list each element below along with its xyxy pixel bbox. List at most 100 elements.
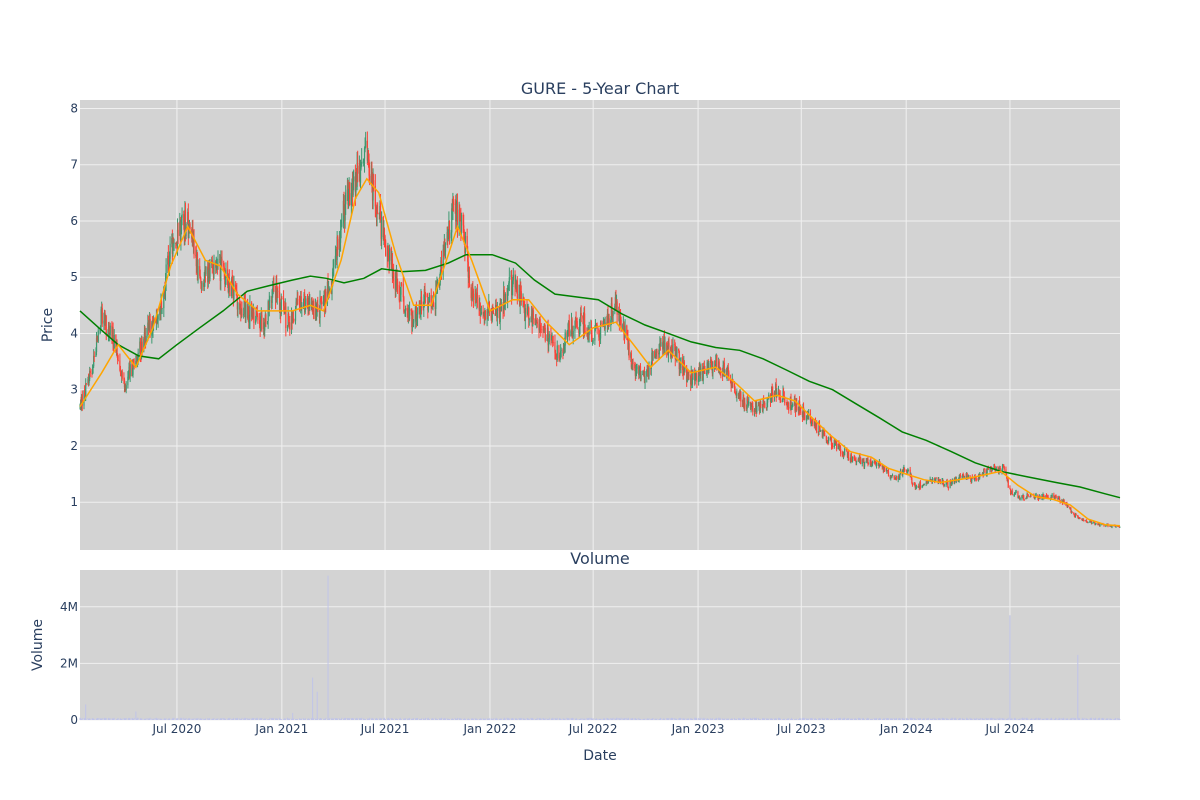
candle-body: [116, 345, 118, 355]
candle-body: [512, 274, 514, 281]
candle-body: [289, 322, 291, 330]
candle-body: [993, 465, 996, 468]
candle-body: [548, 334, 550, 342]
candle-body: [895, 476, 898, 480]
candle-body: [1054, 495, 1057, 497]
candle-body: [631, 364, 633, 368]
candle-body: [966, 473, 968, 477]
candle-body: [759, 403, 761, 413]
candle-body: [911, 482, 914, 485]
candle-body: [350, 193, 353, 206]
candle-body: [1059, 499, 1061, 502]
candle-body: [439, 282, 441, 283]
candle-body: [542, 329, 544, 331]
candle-body: [727, 367, 729, 373]
candle-body: [207, 263, 209, 283]
candle-body: [619, 315, 622, 320]
price-axis: 1 2 3 4 5 6 7 8: [70, 101, 78, 509]
candle-body: [1055, 496, 1057, 498]
candle-body: [1094, 524, 1097, 525]
candle-body: [985, 469, 987, 474]
candle-body: [81, 394, 83, 406]
candle-body: [161, 308, 163, 309]
candle-body: [347, 194, 350, 205]
candle-body: [612, 310, 614, 316]
candle-body: [1010, 493, 1012, 495]
candle-body: [249, 303, 251, 322]
candle-body: [261, 314, 263, 329]
candle-body: [824, 433, 826, 436]
candle-body: [564, 345, 566, 349]
candle-body: [614, 306, 616, 311]
candle-body: [1015, 491, 1017, 493]
candle-body: [575, 317, 577, 321]
candle-body: [237, 303, 239, 310]
candle-body: [752, 406, 754, 413]
candle-body: [404, 310, 406, 312]
candle-body: [160, 301, 163, 309]
candle-body: [314, 305, 317, 319]
candle-body: [975, 477, 977, 480]
candle-body: [1034, 496, 1036, 499]
candle-body: [343, 200, 345, 206]
date-tick-label: Jan 2024: [879, 722, 933, 736]
candle-body: [1095, 523, 1097, 525]
candle-body: [715, 360, 717, 368]
candle-body: [432, 296, 435, 306]
candle-body: [635, 369, 637, 376]
candle-body: [580, 313, 582, 316]
candle-body: [403, 311, 406, 313]
candle-body: [655, 354, 657, 358]
candle-body: [500, 303, 502, 312]
candle-body: [243, 300, 245, 315]
candle-body: [424, 292, 427, 296]
candle-body: [1042, 494, 1045, 496]
candle-body: [855, 461, 858, 463]
candle-body: [136, 358, 139, 364]
candle-body: [398, 285, 400, 301]
candle-body: [369, 175, 371, 183]
candle-body: [316, 310, 318, 312]
candle-body: [1083, 520, 1085, 522]
candle-body: [390, 248, 392, 261]
candle-body: [1021, 495, 1023, 499]
candle-body: [902, 469, 904, 471]
candle-body: [337, 236, 339, 250]
candle-body: [825, 435, 827, 441]
candle-body: [823, 430, 825, 434]
candle-body: [83, 390, 85, 406]
candle-body: [747, 398, 749, 405]
candle-body: [836, 442, 838, 450]
candle-body: [165, 264, 167, 283]
candle-body: [847, 452, 850, 460]
candle-body: [1007, 479, 1009, 488]
candle-body: [344, 204, 346, 221]
candle-body: [280, 298, 282, 315]
candle-body: [671, 351, 674, 353]
candle-body: [590, 326, 593, 336]
candle-body: [290, 313, 293, 330]
candle-body: [571, 319, 573, 332]
candle-body: [402, 283, 404, 298]
candle-body: [471, 287, 473, 300]
candle-body: [184, 209, 187, 237]
candle-body: [712, 366, 714, 374]
candle-body: [172, 242, 174, 254]
candle-body: [352, 181, 354, 196]
candle-body: [92, 366, 94, 368]
candle-body: [229, 284, 231, 296]
candle-body: [300, 296, 302, 309]
candle-body: [696, 373, 698, 383]
candle-body: [298, 300, 301, 307]
slow-moving-average-line: [79, 253, 1121, 499]
candle-body: [1009, 487, 1011, 489]
candle-body: [539, 318, 541, 328]
price-tick-label: 8: [70, 101, 78, 115]
candle-body: [639, 366, 642, 380]
candle-body: [1071, 511, 1073, 513]
candle-body: [780, 401, 782, 402]
candle-body: [845, 449, 847, 451]
candle-body: [792, 404, 794, 407]
candle-body: [610, 319, 612, 326]
candle-body: [676, 348, 678, 360]
